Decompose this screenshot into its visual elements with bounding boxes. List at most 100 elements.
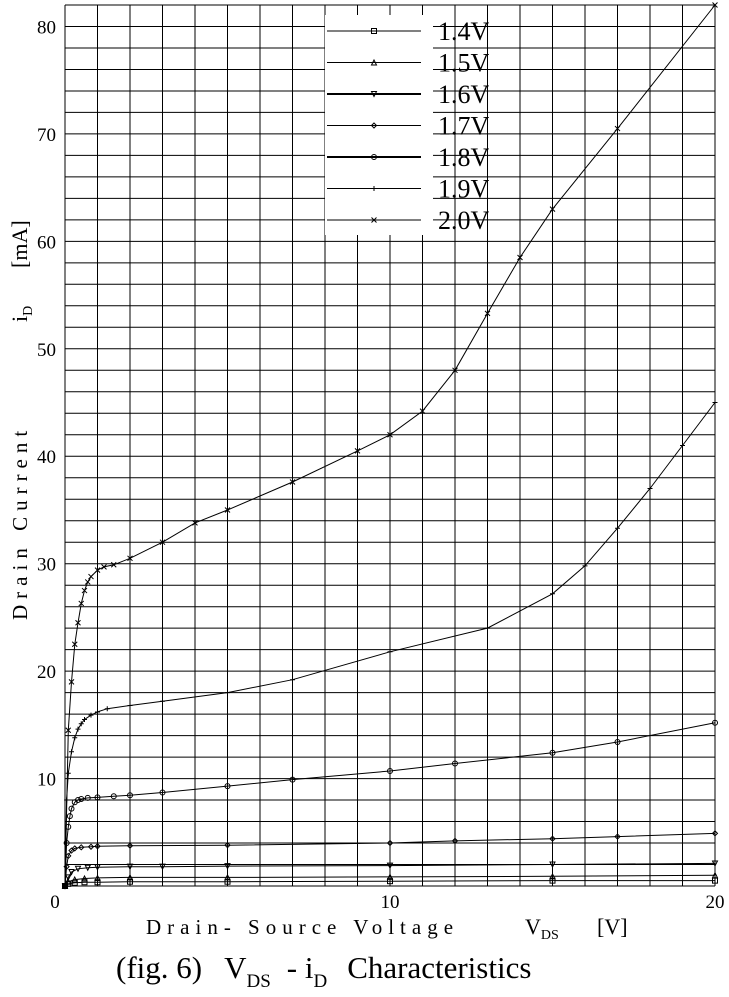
data-point bbox=[78, 721, 84, 727]
data-point bbox=[95, 709, 100, 715]
data-point bbox=[159, 863, 166, 871]
x-axis-label: Drain- Source Voltage bbox=[146, 915, 459, 939]
data-point bbox=[88, 573, 94, 580]
data-point bbox=[84, 579, 91, 585]
data-point bbox=[419, 408, 426, 414]
data-point bbox=[78, 795, 85, 802]
series-1.6V bbox=[61, 860, 719, 890]
data-point bbox=[290, 677, 295, 683]
data-point bbox=[101, 564, 107, 570]
y-axis-label: Drain Current bbox=[8, 425, 32, 620]
data-point bbox=[224, 863, 231, 870]
data-point bbox=[224, 841, 231, 849]
data-point bbox=[75, 619, 81, 626]
data-point bbox=[94, 843, 101, 850]
legend-label: 1.9V bbox=[438, 175, 490, 204]
legend-label: 2.0V bbox=[438, 206, 490, 235]
data-point bbox=[75, 797, 81, 804]
x-tick-label: 0 bbox=[50, 892, 60, 913]
data-point bbox=[68, 869, 75, 876]
data-point bbox=[582, 563, 588, 569]
data-point bbox=[550, 591, 555, 597]
data-point bbox=[126, 873, 134, 881]
data-point bbox=[484, 310, 491, 317]
data-point bbox=[110, 561, 117, 568]
x-tick-label: 10 bbox=[381, 892, 400, 913]
data-point bbox=[386, 862, 394, 870]
y-axis-symbol-group: iD bbox=[7, 306, 36, 322]
legend-label: 1.6V bbox=[438, 80, 490, 109]
data-point bbox=[371, 28, 377, 34]
legend-label: 1.4V bbox=[438, 17, 490, 46]
data-point bbox=[289, 479, 296, 485]
data-point bbox=[68, 679, 75, 685]
legend: 1.4V 1.5V1.6V 1.7V1.8V 1.9V2.0V bbox=[325, 15, 490, 235]
data-point bbox=[127, 703, 133, 709]
data-point bbox=[225, 690, 230, 696]
data-point bbox=[78, 844, 85, 851]
data-point bbox=[614, 739, 621, 746]
y-tick-label: 10 bbox=[37, 770, 56, 791]
data-point bbox=[549, 206, 556, 212]
data-point bbox=[69, 749, 74, 755]
data-point bbox=[110, 793, 117, 800]
data-point bbox=[68, 805, 75, 812]
data-point bbox=[549, 872, 556, 880]
data-point bbox=[94, 794, 101, 801]
data-point bbox=[81, 874, 88, 882]
data-point bbox=[127, 878, 133, 885]
data-point bbox=[62, 883, 68, 889]
data-point bbox=[82, 716, 87, 722]
data-point bbox=[71, 879, 78, 886]
data-point bbox=[712, 400, 718, 406]
data-point bbox=[386, 873, 394, 880]
data-point bbox=[452, 367, 458, 374]
data-point bbox=[712, 719, 718, 726]
data-point bbox=[485, 625, 490, 631]
data-point bbox=[387, 649, 393, 655]
data-point bbox=[224, 783, 231, 790]
data-point bbox=[75, 726, 81, 732]
data-point bbox=[126, 842, 134, 849]
data-point bbox=[84, 794, 91, 801]
data-point bbox=[712, 2, 718, 8]
data-point bbox=[711, 860, 719, 868]
data-point bbox=[159, 539, 166, 546]
series-line bbox=[64, 874, 716, 887]
data-point bbox=[371, 154, 377, 160]
data-point bbox=[74, 865, 82, 873]
data-point bbox=[680, 443, 685, 448]
legend-label: 1.5V bbox=[438, 49, 490, 78]
series-line bbox=[64, 4, 716, 887]
data-point bbox=[81, 587, 88, 594]
data-point bbox=[614, 125, 621, 132]
data-point bbox=[160, 698, 165, 704]
data-point bbox=[647, 485, 653, 491]
data-point bbox=[387, 431, 393, 438]
data-point bbox=[711, 830, 719, 837]
data-point bbox=[387, 878, 393, 885]
data-point bbox=[549, 877, 556, 884]
data-point bbox=[94, 567, 101, 573]
data-point bbox=[63, 840, 70, 847]
data-point bbox=[387, 768, 393, 775]
data-point bbox=[78, 600, 85, 607]
data-point bbox=[549, 749, 556, 756]
data-point bbox=[451, 837, 459, 845]
data-point bbox=[71, 641, 78, 648]
y-axis-unit: [mA] bbox=[7, 220, 32, 268]
y-tick-label: 70 bbox=[37, 125, 56, 146]
data-point bbox=[224, 873, 231, 881]
data-point bbox=[192, 520, 198, 526]
tick-labels: 10 20 30 40 50 60 70 80 0 10 20 bbox=[37, 18, 725, 914]
data-point bbox=[549, 835, 556, 842]
data-point bbox=[371, 217, 377, 223]
data-point bbox=[81, 879, 88, 886]
data-point bbox=[371, 186, 377, 191]
series-1.5V bbox=[61, 871, 719, 889]
data-point bbox=[224, 507, 231, 513]
data-point bbox=[289, 776, 296, 783]
y-tick-label: 60 bbox=[37, 232, 56, 253]
x-axis-symbol: VDS bbox=[525, 914, 559, 943]
